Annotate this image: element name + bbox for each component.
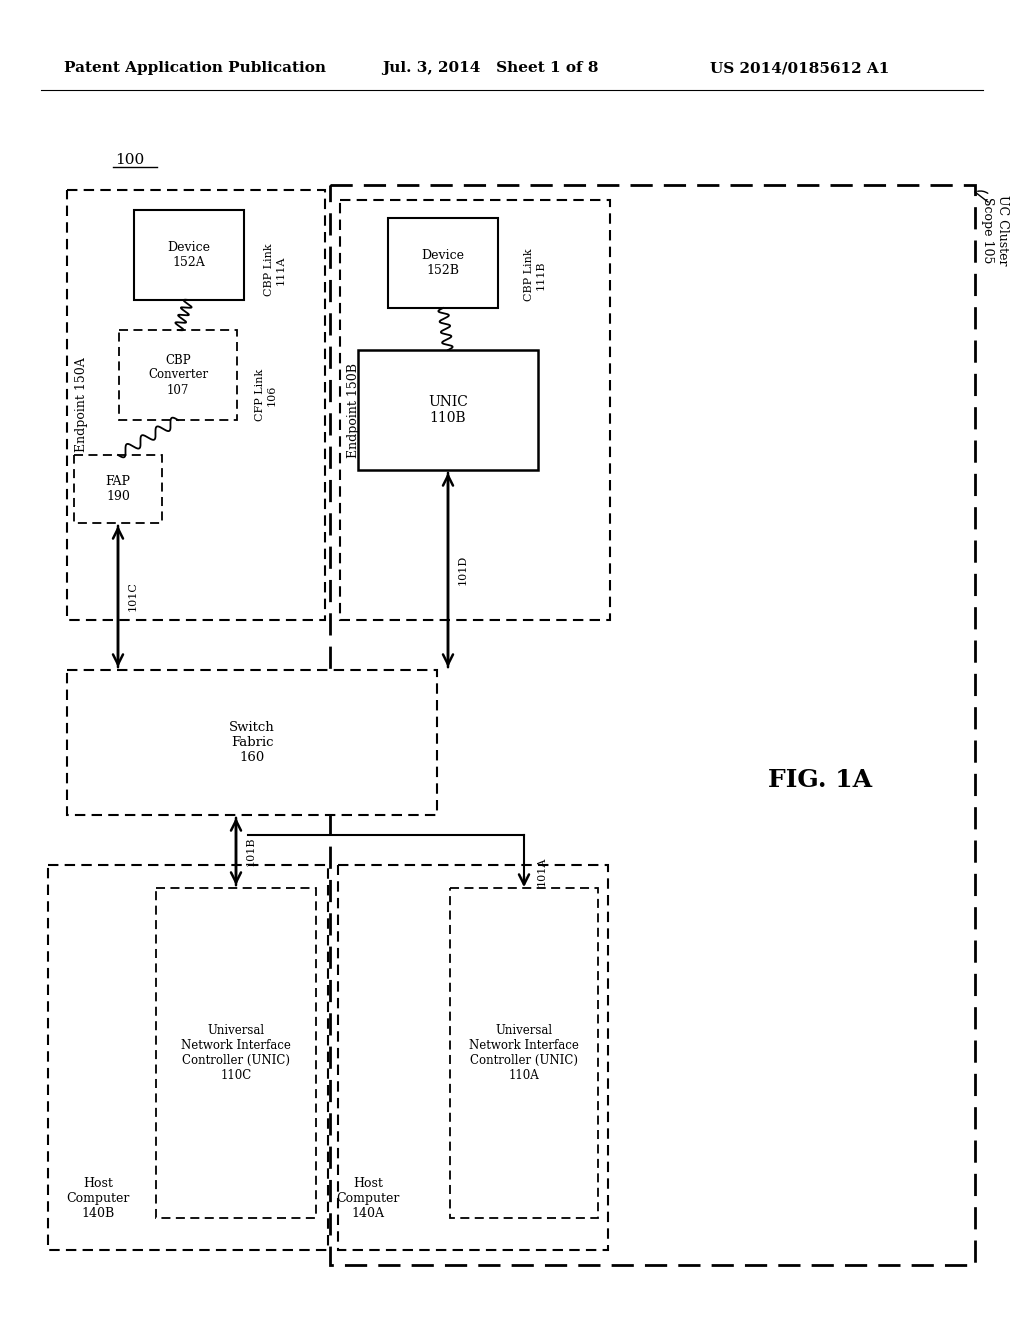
Text: Host
Computer
140A: Host Computer 140A	[336, 1177, 399, 1220]
Text: 101C: 101C	[128, 582, 138, 611]
Text: Switch
Fabric
160: Switch Fabric 160	[229, 721, 274, 764]
Text: Endpoint 150A: Endpoint 150A	[75, 358, 87, 453]
Text: UNIC
110B: UNIC 110B	[428, 395, 468, 425]
Text: Host
Computer
140B: Host Computer 140B	[67, 1177, 130, 1220]
Text: Device
152A: Device 152A	[168, 242, 211, 269]
Bar	[338, 865, 608, 1250]
Text: UC Cluster
Scope 105: UC Cluster Scope 105	[981, 195, 1009, 265]
Text: US 2014/0185612 A1: US 2014/0185612 A1	[711, 61, 890, 75]
Text: CBP Link
111B: CBP Link 111B	[524, 248, 546, 301]
Text: FIG. 1A: FIG. 1A	[768, 768, 872, 792]
Bar	[450, 888, 598, 1218]
Bar	[340, 201, 610, 620]
Text: Patent Application Publication: Patent Application Publication	[63, 61, 326, 75]
Bar	[74, 455, 162, 523]
Bar	[330, 185, 975, 1265]
Bar	[48, 865, 328, 1250]
Bar	[119, 330, 237, 420]
Text: Endpoint 150B: Endpoint 150B	[347, 363, 360, 458]
Text: Jul. 3, 2014   Sheet 1 of 8: Jul. 3, 2014 Sheet 1 of 8	[382, 61, 598, 75]
Bar	[156, 888, 316, 1218]
Text: CBP
Converter
107: CBP Converter 107	[147, 354, 208, 396]
Text: CFP Link
106: CFP Link 106	[255, 368, 276, 421]
Bar	[358, 350, 538, 470]
Text: 101B: 101B	[246, 837, 256, 866]
Text: Universal
Network Interface
Controller (UNIC)
110C: Universal Network Interface Controller (…	[181, 1024, 291, 1082]
Bar	[388, 218, 498, 308]
Text: Device
152B: Device 152B	[422, 249, 465, 277]
Text: 101A: 101A	[537, 857, 547, 886]
Bar	[134, 210, 244, 300]
Text: Universal
Network Interface
Controller (UNIC)
110A: Universal Network Interface Controller (…	[469, 1024, 579, 1082]
Bar	[67, 190, 325, 620]
Text: FAP
190: FAP 190	[105, 475, 130, 503]
Text: CBP Link
111A: CBP Link 111A	[264, 244, 286, 296]
Text: 101D: 101D	[458, 554, 468, 585]
Bar	[67, 671, 437, 814]
Text: 100: 100	[116, 153, 144, 168]
